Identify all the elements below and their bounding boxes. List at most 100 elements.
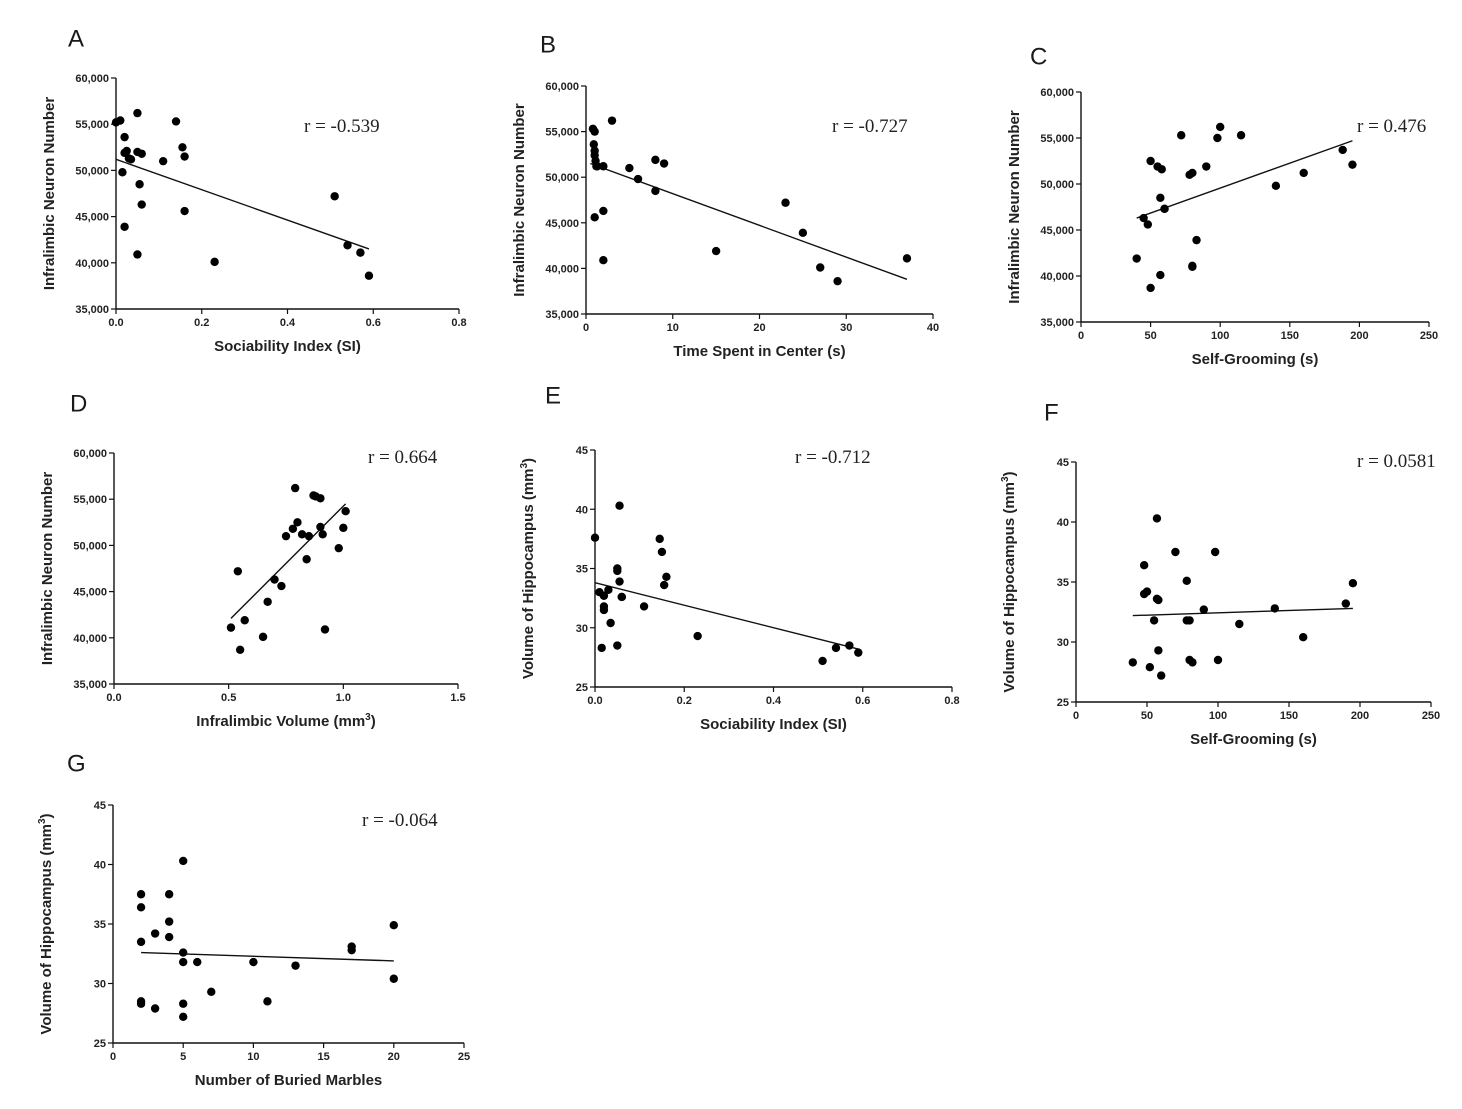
y-tick-label: 50,000 [73,540,107,552]
regression-line [230,503,347,619]
data-point [1213,655,1223,665]
y-tick-label: 35,000 [545,309,579,321]
x-tick-label: 0.0 [108,317,123,329]
data-point [1188,261,1197,271]
data-point [164,890,174,899]
x-tick-label: 50 [1141,710,1153,722]
panel-f: F 0 50 100 150 200 250 25 30 35 40 45 Self-Grooming … [1000,399,1440,748]
data-point [347,945,356,955]
data-point [1156,270,1165,280]
data-point [590,127,599,136]
data-point [818,656,827,666]
data-point [291,961,300,970]
data-point [597,643,606,653]
y-tick-label: 35 [94,919,106,931]
correlation-label: r = -0.712 [795,447,871,468]
x-tick-label: 250 [1420,330,1438,342]
data-point [1152,514,1162,523]
data-point [135,180,144,189]
data-point [316,494,325,503]
data-point [659,580,669,590]
data-point [1139,561,1149,570]
y-tick-label: 40,000 [1040,271,1074,283]
x-axis-label-text: Time Spent in Center (s) [673,343,845,360]
panel-letter: D [70,390,87,417]
data-point [590,533,600,542]
correlation-label: r = 0.664 [368,447,438,468]
data-point [164,932,174,942]
data-point [1171,547,1180,557]
data-point [207,987,216,997]
data-point [180,152,189,161]
data-point [599,255,608,265]
x-tick-label: 25 [458,1051,470,1063]
data-point [781,198,790,207]
y-tick-label: 55,000 [545,127,579,139]
y-tick-label: 50,000 [75,165,109,177]
data-point [304,531,314,541]
x-axis-label-end: ) [371,713,376,730]
x-tick-label: 200 [1350,330,1368,342]
data-point [599,605,609,615]
data-point [833,276,842,286]
data-point [655,534,664,544]
data-point [615,501,624,510]
data-point [137,149,146,158]
data-point [1188,168,1197,178]
data-point [657,547,667,557]
data-point [639,602,649,611]
y-axis-label-end: ) [520,458,537,463]
data-point [1348,160,1357,169]
y-tick-label: 55,000 [75,119,109,131]
regression-line [590,162,908,281]
y-tick-label: 35,000 [75,304,109,316]
x-tick-label: 0.0 [587,695,602,707]
x-tick-label: 0 [1078,330,1084,342]
panel-g: G 0 5 10 15 20 25 25 30 35 40 45 Number of Buried Ma… [37,750,470,1089]
data-point [158,156,168,166]
data-point [1157,671,1166,680]
data-point [651,155,660,165]
y-tick-label: 25 [576,682,588,694]
data-point [120,132,129,142]
data-point [902,254,912,263]
data-point [341,507,350,516]
data-point [210,257,219,267]
data-point [651,186,660,196]
y-tick-label: 50,000 [545,172,579,184]
data-point [179,1012,188,1022]
x-tick-label: 50 [1144,330,1156,342]
panel-b: B 0 10 20 30 40 35,000 40,000 45,000 50,000 55,000… [511,31,939,360]
data-point [662,572,671,581]
data-point [180,206,189,216]
y-axis-label-end: ) [38,813,55,818]
data-point [179,999,188,1008]
data-point [1202,162,1211,171]
x-axis-label: Self-Grooming (s) [1190,731,1317,748]
y-tick-label: 30 [1057,637,1069,649]
x-tick-label: 0.4 [280,317,296,329]
y-axis-label: Infralimbic Neuron Number [511,103,528,297]
data-point [1270,604,1280,613]
data-point [831,643,841,653]
x-axis-label: Time Spent in Center (s) [673,343,845,360]
data-point [302,555,311,564]
data-point [334,543,343,553]
data-point [116,116,125,125]
data-point [693,631,702,641]
data-point [613,641,622,650]
data-point [193,957,202,967]
y-axis-label: Volume of Hippocampus (mm3) [1000,471,1018,692]
data-point [179,948,188,957]
data-point [320,625,330,634]
data-point [816,263,825,272]
data-point [1146,283,1155,293]
x-tick-label: 0.8 [451,317,466,329]
x-tick-label: 30 [840,322,852,334]
data-point [339,523,348,533]
data-point [593,162,602,171]
correlation-label: r = 0.0581 [1357,451,1436,472]
data-point [136,999,146,1008]
data-point [599,162,608,171]
data-point [122,146,131,156]
